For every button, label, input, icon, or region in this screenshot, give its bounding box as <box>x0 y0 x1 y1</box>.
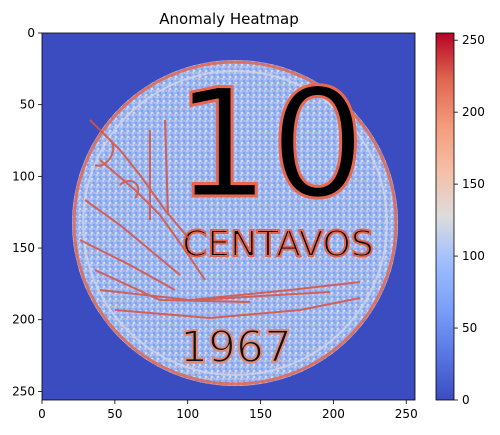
chart-title: Anomaly Heatmap <box>159 10 298 28</box>
colorbar <box>435 32 455 401</box>
coin-body <box>72 60 398 386</box>
x-axis: 0 50 100 150 200 250 <box>38 400 418 421</box>
colorbar-tick-label: 50 <box>462 321 477 335</box>
heatmap-image: 10 CENTAVOS 1967 <box>42 33 415 400</box>
colorbar-tick-label: 0 <box>462 393 470 407</box>
y-axis: 0 50 100 150 200 250 <box>12 26 42 398</box>
coin-word: CENTAVOS <box>182 224 374 265</box>
x-tick-label: 50 <box>107 407 122 421</box>
y-tick-label: 100 <box>12 169 35 183</box>
colorbar-tick-label: 100 <box>462 249 485 263</box>
x-tick-label: 150 <box>249 407 272 421</box>
x-tick-label: 100 <box>176 407 199 421</box>
y-tick-label: 50 <box>20 98 35 112</box>
y-tick-label: 200 <box>12 313 35 327</box>
y-tick-label: 250 <box>12 384 35 398</box>
coin-denomination: 10 <box>175 58 366 232</box>
colorbar-tick-label: 250 <box>462 33 485 47</box>
coin-engraving <box>79 119 361 320</box>
x-tick-label: 250 <box>395 407 418 421</box>
coin-rim <box>72 60 398 386</box>
x-tick-label: 200 <box>322 407 345 421</box>
y-tick-label: 0 <box>27 26 35 40</box>
colorbar-tick-label: 200 <box>462 105 485 119</box>
colorbar-axis: 0 50 100 150 200 250 <box>454 33 485 407</box>
coin-year: 1967 <box>180 322 292 373</box>
colorbar-tick-label: 150 <box>462 177 485 191</box>
coin-inner-rim <box>82 70 388 376</box>
y-tick-label: 150 <box>12 241 35 255</box>
x-tick-label: 0 <box>38 407 46 421</box>
plot-frame <box>41 32 416 401</box>
